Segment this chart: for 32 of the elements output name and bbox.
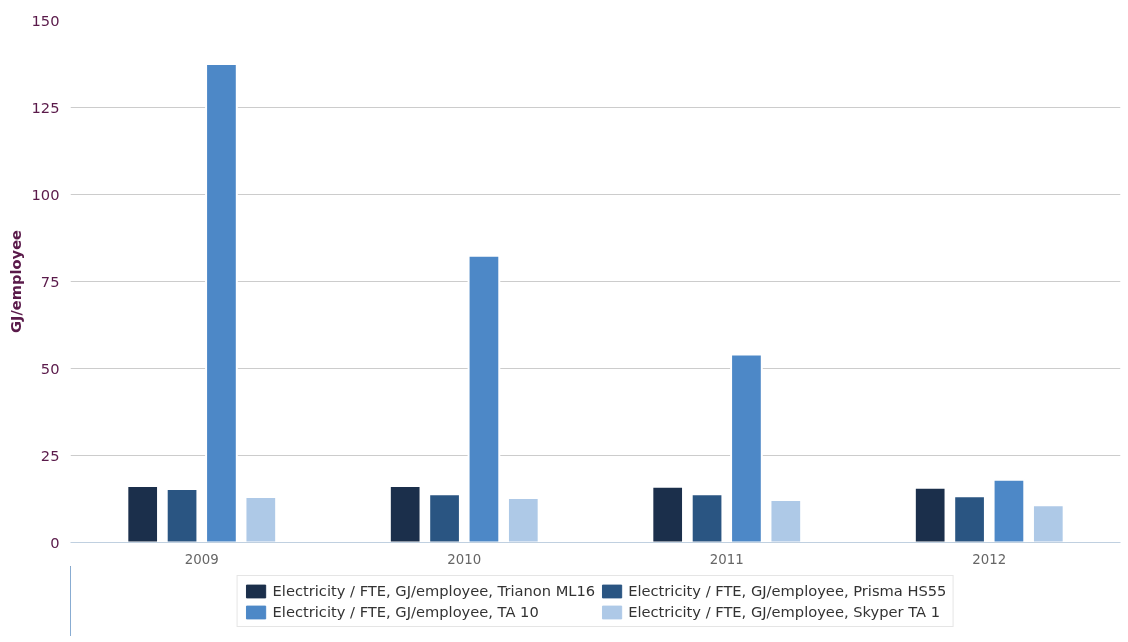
bar [506, 496, 540, 543]
y-tick-label: 0 [50, 533, 60, 551]
bar [1031, 504, 1065, 543]
x-tick-label: 2011 [709, 551, 744, 567]
legend-label: Electricity / FTE, GJ/employee, Skyper TA 1 [628, 603, 940, 620]
bar [992, 478, 1026, 543]
bar [730, 353, 763, 543]
y-axis-title: GJ/employee [6, 229, 24, 334]
legend-label: Electricity / FTE, GJ/employee, TA 10 [272, 603, 539, 620]
x-tick-label: 2012 [972, 551, 1007, 567]
bar [913, 486, 947, 543]
bar [244, 495, 278, 543]
bar [467, 254, 501, 543]
bar [651, 485, 685, 543]
y-tick-label: 100 [31, 185, 60, 203]
bar [428, 493, 461, 543]
x-tick-label: 2010 [447, 551, 482, 567]
y-tick-label: 50 [40, 359, 60, 377]
bar [205, 63, 238, 543]
legend-label: Electricity / FTE, GJ/employee, Prisma HS55 [628, 582, 947, 599]
bar [953, 495, 986, 543]
bar [769, 499, 803, 543]
bar [165, 487, 199, 543]
bar [126, 485, 160, 543]
x-tick-label: 2009 [184, 551, 219, 567]
y-tick-label: 125 [31, 98, 60, 116]
bar [388, 485, 422, 543]
y-tick-label: 25 [40, 446, 60, 464]
bar [690, 493, 724, 543]
y-tick-label: 75 [40, 272, 60, 290]
legend-label: Electricity / FTE, GJ/employee, Trianon ML16 [272, 582, 596, 599]
y-tick-label: 150 [31, 11, 60, 29]
